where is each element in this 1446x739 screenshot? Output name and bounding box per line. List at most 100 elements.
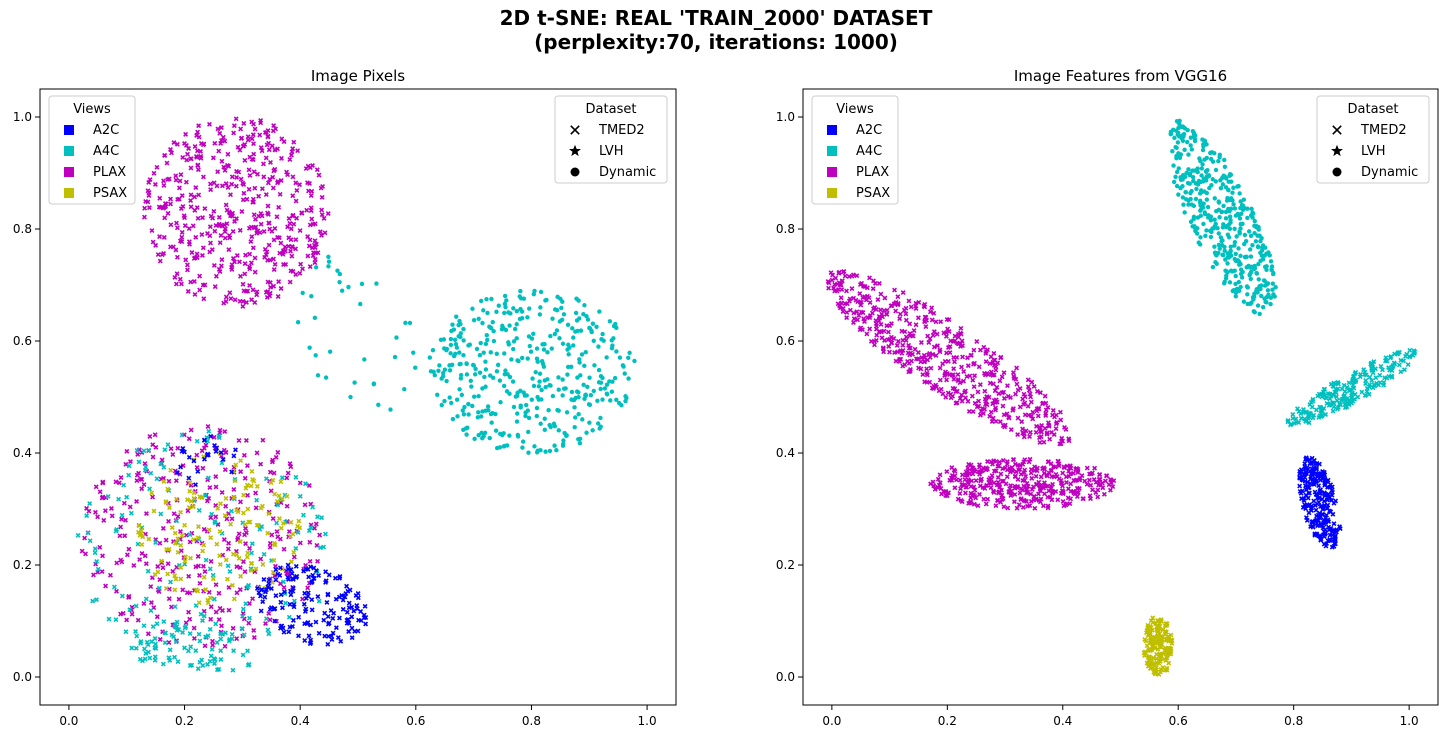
scatter-point: [135, 541, 141, 547]
scatter-point: [976, 398, 982, 404]
scatter-point: [1064, 479, 1069, 485]
scatter-point: [182, 625, 188, 631]
scatter-point: [943, 488, 949, 494]
scatter-point: [493, 428, 499, 433]
legend-swatch: [64, 188, 74, 198]
axes-title: Image Pixels: [311, 67, 405, 85]
scatter-point: [829, 277, 835, 283]
scatter-point: [968, 483, 974, 489]
scatter-point: [1198, 235, 1203, 240]
scatter-point: [900, 337, 906, 343]
scatter-point: [135, 451, 141, 457]
scatter-point: [1158, 644, 1164, 650]
scatter-point: [323, 578, 329, 584]
scatter-point: [290, 624, 295, 629]
scatter-point: [1020, 504, 1026, 510]
scatter-point: [342, 594, 348, 600]
scatter-point: [1251, 294, 1257, 300]
scatter-point: [1037, 424, 1043, 430]
scatter-point: [882, 295, 888, 301]
scatter-point: [448, 336, 454, 342]
scatter-point: [303, 166, 309, 172]
scatter-point: [1012, 461, 1018, 467]
scatter-point: [270, 516, 276, 522]
scatter-point: [1321, 470, 1327, 476]
scatter-point: [234, 564, 240, 570]
scatter-point: [869, 310, 875, 316]
scatter-point: [266, 577, 272, 583]
scatter-point: [120, 610, 126, 616]
scatter-point: [289, 253, 295, 259]
scatter-point: [267, 606, 273, 612]
scatter-point: [252, 300, 258, 305]
scatter-point: [867, 300, 873, 306]
scatter-point: [261, 228, 267, 234]
scatter-point: [260, 561, 266, 567]
scatter-point: [483, 359, 488, 364]
scatter-point: [1204, 155, 1209, 161]
scatter-point: [1110, 484, 1116, 490]
scatter-point: [1238, 199, 1243, 204]
legend-title: Dataset: [1348, 102, 1399, 117]
scatter-point: [1213, 179, 1219, 184]
scatter-point: [1023, 498, 1029, 504]
scatter-point: [298, 261, 304, 267]
scatter-point: [1168, 647, 1174, 653]
scatter-point: [263, 192, 269, 198]
scatter-point: [302, 502, 308, 508]
scatter-point: [178, 281, 184, 287]
scatter-point: [518, 288, 523, 294]
scatter-point: [971, 491, 977, 497]
scatter-point: [596, 344, 601, 349]
scatter-point: [1233, 290, 1239, 295]
scatter-point: [258, 120, 264, 126]
scatter-point: [1056, 463, 1062, 469]
scatter-point: [458, 376, 464, 381]
scatter-point: [602, 386, 608, 391]
scatter-point: [158, 461, 164, 467]
scatter-point: [944, 370, 950, 376]
scatter-point: [1265, 288, 1271, 293]
scatter-point: [1168, 132, 1173, 137]
scatter-point: [545, 350, 550, 355]
scatter-point: [450, 322, 455, 327]
scatter-point: [160, 661, 166, 667]
scatter-point: [506, 340, 511, 345]
scatter-point: [147, 177, 153, 183]
scatter-point: [997, 378, 1003, 384]
scatter-point: [152, 657, 158, 663]
scatter-point: [1216, 231, 1221, 236]
scatter-point: [241, 632, 247, 638]
scatter-point: [1000, 403, 1006, 409]
scatter-point: [1318, 522, 1324, 528]
scatter-point: [157, 195, 163, 201]
scatter-point: [234, 590, 240, 596]
scatter-point: [179, 234, 185, 240]
scatter-point: [193, 185, 199, 191]
scatter-point: [489, 420, 494, 425]
scatter-point: [1197, 156, 1202, 161]
scatter-point: [263, 155, 269, 161]
scatter-point: [148, 584, 154, 590]
scatter-point: [583, 349, 588, 355]
scatter-point: [312, 256, 318, 262]
scatter-point: [1150, 655, 1156, 661]
scatter-point: [174, 254, 180, 260]
scatter-point: [1084, 465, 1090, 471]
scatter-point: [1243, 238, 1249, 244]
scatter-point: [205, 231, 210, 236]
scatter-point: [1262, 278, 1267, 284]
scatter-point: [1144, 643, 1150, 649]
scatter-point: [223, 495, 229, 501]
scatter-point: [296, 518, 302, 524]
scatter-point: [983, 349, 989, 355]
scatter-point: [187, 616, 193, 622]
scatter-point: [483, 408, 488, 413]
scatter-point: [324, 599, 330, 605]
scatter-point: [168, 147, 173, 152]
scatter-point: [1177, 118, 1182, 124]
scatter-point: [1022, 400, 1028, 406]
scatter-point: [478, 340, 483, 346]
scatter-point: [1231, 202, 1236, 207]
